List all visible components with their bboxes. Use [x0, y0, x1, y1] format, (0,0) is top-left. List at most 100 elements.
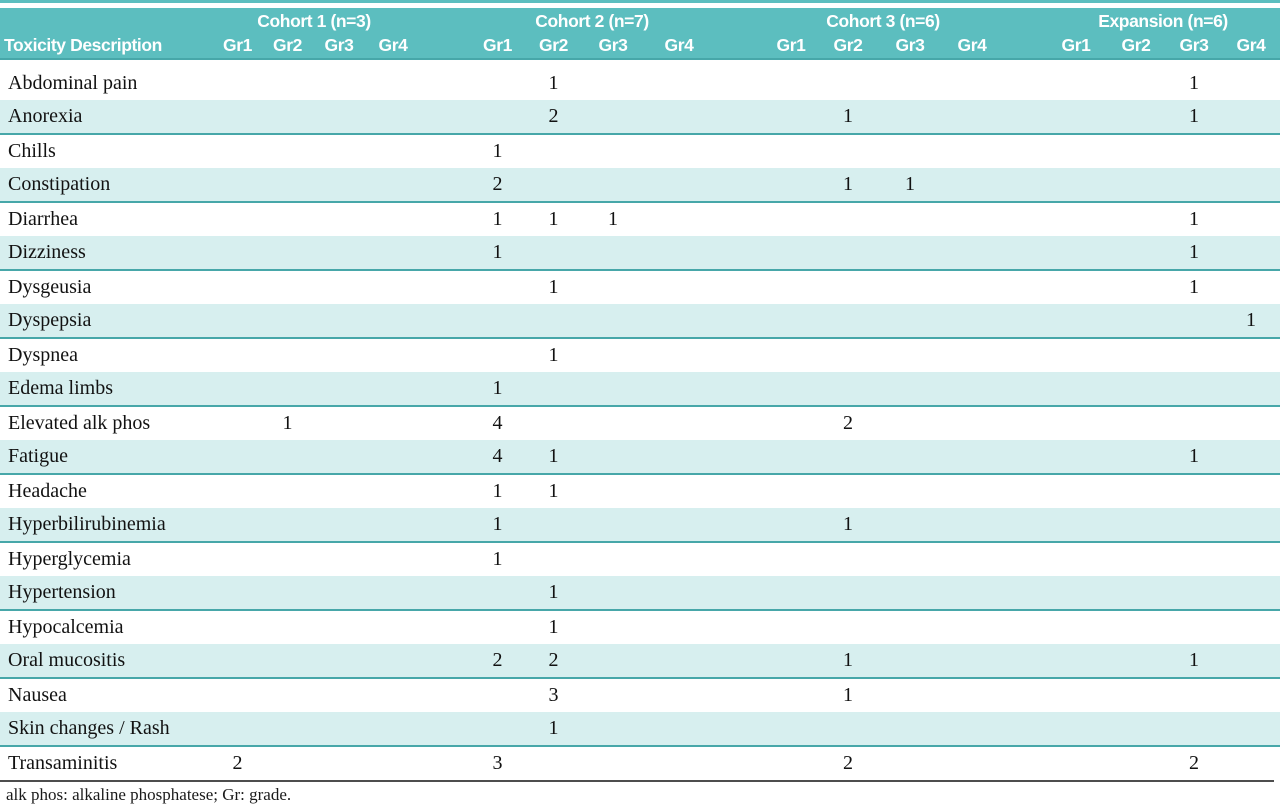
grade-count-cell	[265, 134, 310, 168]
grade-count-cell	[644, 168, 714, 203]
grade-count-cell	[368, 712, 418, 747]
grade-count-cell	[310, 372, 368, 407]
grade-count-cell	[942, 66, 1002, 100]
grade-count-cell	[1046, 338, 1106, 372]
grade-count-cell	[1106, 746, 1166, 780]
grade-count-cell	[1106, 474, 1166, 508]
grade-count-cell	[210, 236, 265, 271]
group-spacer	[714, 542, 764, 576]
group-spacer	[1002, 372, 1046, 407]
toxicity-label: Dizziness	[0, 236, 210, 271]
grade-count-cell	[1222, 746, 1280, 780]
toxicity-description-header: Toxicity Description	[0, 32, 210, 60]
grade-count-cell	[368, 746, 418, 780]
grade-count-cell	[1106, 644, 1166, 679]
table-row: Oral mucositis 2 2 1 1	[0, 644, 1280, 679]
grade-count-cell: 1	[492, 548, 503, 570]
table-row: Headache 1 1	[0, 474, 1280, 508]
grade-count-cell: 1	[1189, 208, 1199, 230]
grade-count-cell	[582, 678, 644, 712]
grade-count-cell	[1106, 134, 1166, 168]
toxicity-label: Dysgeusia	[8, 276, 92, 298]
grade-count-cell	[265, 678, 310, 712]
expansion-group-header: Expansion (n=6)	[1046, 8, 1280, 32]
grade-count-cell	[210, 474, 265, 508]
toxicity-label: Oral mucositis	[0, 644, 210, 679]
grade-count-cell	[1046, 66, 1106, 100]
grade-count-cell	[942, 712, 1002, 747]
grade-count-cell	[1166, 168, 1222, 203]
grade-count-cell	[878, 406, 942, 440]
grade-count-cell: 1	[1166, 440, 1222, 475]
grade-count-cell	[582, 644, 644, 679]
grade-count-cell	[265, 576, 310, 611]
grade-count-cell	[1106, 236, 1166, 271]
group-spacer	[1002, 644, 1046, 679]
grade-count-cell	[818, 576, 878, 611]
grade-count-cell	[265, 66, 310, 100]
grade-count-cell	[368, 134, 418, 168]
group-spacer	[418, 100, 470, 135]
grade-count-cell	[210, 542, 265, 576]
grade-count-cell	[644, 304, 714, 339]
grade-count-cell	[878, 542, 942, 576]
grade-count-cell	[265, 100, 310, 135]
grade-count-cell	[764, 202, 818, 236]
grade-count-cell	[470, 338, 525, 372]
group-spacer	[1002, 542, 1046, 576]
group-spacer	[418, 372, 470, 407]
grade-count-cell	[878, 644, 942, 679]
grade-count-cell: 1	[525, 576, 582, 611]
group-spacer	[714, 746, 764, 780]
grade-count-cell	[1166, 406, 1222, 440]
grade-count-cell: 1	[878, 168, 942, 203]
toxicity-label: Headache	[8, 480, 87, 502]
grade-count-cell	[644, 576, 714, 611]
cohort-header-row: Cohort 1 (n=3) Cohort 2 (n=7) Cohort 3 (…	[0, 8, 1280, 32]
grade-count-cell: 4	[470, 440, 525, 475]
grade-count-cell: 1	[548, 480, 559, 502]
grade-count-cell	[878, 440, 942, 475]
group-spacer	[1002, 712, 1046, 747]
grade-count-cell	[310, 542, 368, 576]
grade-count-cell	[582, 134, 644, 168]
grade-count-cell	[310, 474, 368, 508]
grade-count-cell	[644, 202, 714, 236]
group-spacer	[1002, 440, 1046, 475]
group-spacer	[714, 270, 764, 304]
table-row: Dizziness 1 1	[0, 236, 1280, 271]
grade-count-cell	[1222, 542, 1280, 576]
group-spacer	[1002, 100, 1046, 135]
grade-header-c3-gr3: Gr3	[878, 32, 942, 60]
grade-count-cell	[310, 338, 368, 372]
grade-count-cell	[818, 66, 878, 100]
grade-count-cell	[1046, 508, 1106, 543]
grade-count-cell	[942, 168, 1002, 203]
grade-count-cell	[525, 746, 582, 780]
toxicity-label: Anorexia	[0, 100, 210, 135]
group-spacer	[1002, 236, 1046, 271]
grade-count-cell	[310, 576, 368, 611]
grade-count-cell	[878, 304, 942, 339]
grade-count-cell	[368, 270, 418, 304]
grade-count-cell	[878, 610, 942, 644]
grade-count-cell	[368, 610, 418, 644]
grade-count-cell	[265, 474, 310, 508]
grade-count-cell	[644, 712, 714, 747]
table-footnote: alk phos: alkaline phosphatese; Gr: grad…	[6, 785, 292, 804]
grade-count-cell: 1	[1166, 100, 1222, 135]
grade-count-cell	[582, 440, 644, 475]
grade-count-cell: 2	[1189, 752, 1199, 774]
grade-count-cell	[210, 644, 265, 679]
grade-count-cell	[942, 576, 1002, 611]
grade-count-cell	[210, 100, 265, 135]
grade-count-cell	[942, 610, 1002, 644]
grade-count-cell	[644, 440, 714, 475]
grade-count-cell: 1	[1166, 644, 1222, 679]
table-bottom-rule	[0, 780, 1274, 782]
grade-count-cell	[1046, 406, 1106, 440]
grade-count-cell	[818, 474, 878, 508]
grade-count-cell	[942, 406, 1002, 440]
table-row: Constipation 2 1 1	[0, 168, 1280, 203]
grade-header-c2-gr2: Gr2	[525, 32, 582, 60]
